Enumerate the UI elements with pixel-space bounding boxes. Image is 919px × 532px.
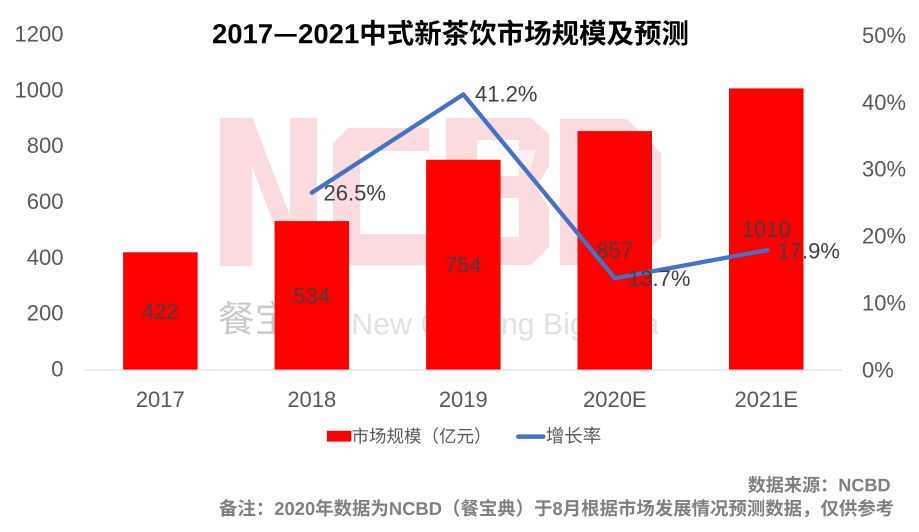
svg-text:1000: 1000 [15, 78, 64, 103]
svg-text:40%: 40% [862, 90, 906, 115]
svg-text:1200: 1200 [15, 22, 64, 47]
svg-text:600: 600 [27, 189, 64, 214]
svg-text:10%: 10% [862, 291, 906, 316]
svg-text:534: 534 [293, 283, 330, 308]
svg-text:800: 800 [27, 133, 64, 158]
svg-text:26.5%: 26.5% [324, 180, 386, 205]
svg-text:754: 754 [445, 253, 482, 278]
svg-text:2020E: 2020E [583, 387, 647, 412]
svg-text:422: 422 [142, 299, 179, 324]
svg-text:857: 857 [596, 238, 633, 263]
svg-text:20%: 20% [862, 224, 906, 249]
svg-text:2017: 2017 [136, 387, 185, 412]
svg-text:13.7%: 13.7% [628, 266, 690, 291]
svg-text:50%: 50% [862, 23, 906, 48]
svg-text:0: 0 [51, 356, 63, 381]
svg-text:0%: 0% [862, 358, 894, 383]
svg-text:41.2%: 41.2% [475, 82, 537, 107]
svg-text:1010: 1010 [742, 217, 791, 242]
svg-text:2018: 2018 [287, 387, 336, 412]
svg-text:30%: 30% [862, 157, 906, 182]
svg-text:17.9%: 17.9% [778, 239, 840, 264]
svg-text:2019: 2019 [439, 387, 488, 412]
svg-text:200: 200 [27, 301, 64, 326]
svg-text:2021E: 2021E [734, 387, 798, 412]
svg-text:400: 400 [27, 245, 64, 270]
